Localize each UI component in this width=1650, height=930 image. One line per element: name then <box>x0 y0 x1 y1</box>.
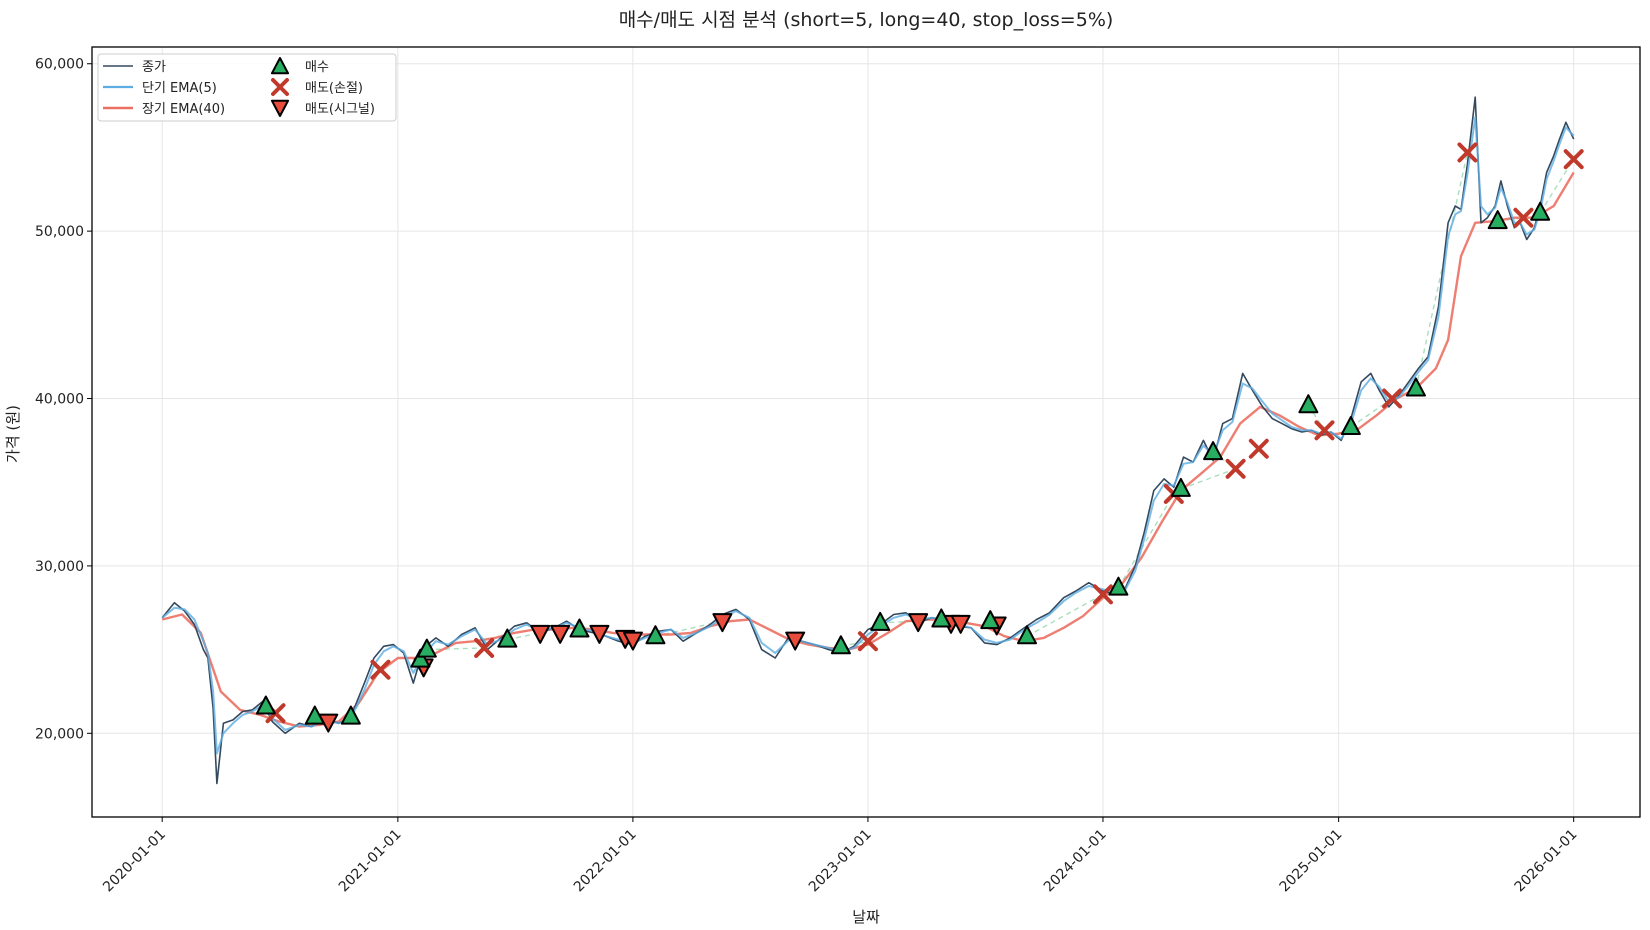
x-tick-label: 2021-01-01 <box>336 827 405 896</box>
y-axis-label: 가격 (원) <box>4 405 22 463</box>
buy-marker <box>1340 415 1361 435</box>
y-axis-ticks: 20,000 30,000 40,000 50,000 60,000 <box>35 57 92 742</box>
sell-stop-marker <box>1092 584 1113 605</box>
sell-stop-marker <box>857 631 878 652</box>
y-tick-label: 50,000 <box>35 224 84 240</box>
sell-signal-marker <box>622 631 643 651</box>
sell-stop-marker <box>1248 438 1269 459</box>
legend-buy-swatch <box>270 57 290 75</box>
sell-signal-marker <box>785 631 806 651</box>
buy-marker <box>980 610 1001 630</box>
sell-signal-marker <box>950 614 971 634</box>
buy-marker <box>931 608 952 628</box>
trade-connector <box>1117 493 1175 589</box>
plot-frame <box>91 46 1641 818</box>
legend-close-label: 종가 <box>142 60 166 75</box>
sell-stop-marker <box>370 659 391 680</box>
trade-connector <box>1026 593 1104 637</box>
sell-stop-marker <box>1457 142 1478 163</box>
x-tick-label: 2025-01-01 <box>1277 827 1346 896</box>
trade-markers <box>255 142 1584 733</box>
y-tick-label: 60,000 <box>35 57 84 73</box>
buy-marker <box>1170 477 1191 497</box>
sell-stop-marker <box>1314 420 1335 441</box>
legend-sell-stop-swatch <box>271 78 289 96</box>
trade-connector <box>426 647 485 651</box>
buy-marker <box>304 705 325 725</box>
x-tick-label: 2024-01-01 <box>1041 827 1110 896</box>
y-tick-label: 20,000 <box>35 726 84 742</box>
buy-marker <box>870 611 891 631</box>
sell-stop-marker <box>1382 388 1403 409</box>
trade-connector <box>1180 468 1236 490</box>
buy-marker <box>1530 201 1551 221</box>
buy-marker <box>255 695 276 715</box>
x-tick-label: 2023-01-01 <box>806 827 875 896</box>
chart-title: 매수/매도 시점 분석 (short=5, long=40, stop_loss… <box>619 9 1114 31</box>
legend-marker-label: 매도(손절) <box>305 81 363 96</box>
grid <box>92 47 1640 817</box>
x-tick-label: 2020-01-01 <box>100 827 169 896</box>
trade-connector <box>1415 152 1469 389</box>
buy-marker <box>645 625 666 645</box>
y-tick-label: 30,000 <box>35 559 84 575</box>
buy-marker <box>1016 625 1037 645</box>
x-tick-label: 2022-01-01 <box>571 827 640 896</box>
buy-marker <box>830 635 851 655</box>
buy-marker <box>1203 441 1224 461</box>
sell-signal-marker <box>908 613 929 633</box>
buy-marker <box>1405 377 1426 397</box>
legend-long-ema-label: 장기 EMA(40) <box>142 102 225 117</box>
y-tick-label: 40,000 <box>35 392 84 408</box>
x-axis-ticks: 2020-01-01 2021-01-01 2022-01-01 2023-01-01… <box>100 817 1581 896</box>
sell-stop-marker <box>1563 149 1584 170</box>
sell-signal-marker <box>712 613 733 633</box>
legend-sell-signal-swatch <box>270 99 290 117</box>
sell-stop-marker <box>1225 458 1246 479</box>
sell-signal-marker <box>550 624 571 644</box>
legend-marker-label: 매도(시그널) <box>305 102 375 117</box>
buy-marker <box>569 618 590 638</box>
trade-connector <box>1539 158 1575 214</box>
buy-marker <box>410 648 431 668</box>
x-axis-label: 날짜 <box>852 908 880 926</box>
sell-signal-marker <box>530 624 551 644</box>
buy-marker <box>1108 576 1129 596</box>
sell-signal-marker <box>589 624 610 644</box>
x-tick-label: 2026-01-01 <box>1512 827 1581 896</box>
legend-box <box>97 53 397 122</box>
buy-marker <box>340 705 361 725</box>
buy-marker <box>1298 394 1319 414</box>
sell-stop-marker <box>474 637 495 658</box>
legend-marker-label: 매수 <box>305 60 329 75</box>
legend-short-ema-label: 단기 EMA(5) <box>142 81 217 96</box>
buy-marker <box>416 638 437 658</box>
buy-marker <box>1487 210 1508 230</box>
sell-stop-marker <box>1513 207 1534 228</box>
buy-marker <box>497 628 518 648</box>
